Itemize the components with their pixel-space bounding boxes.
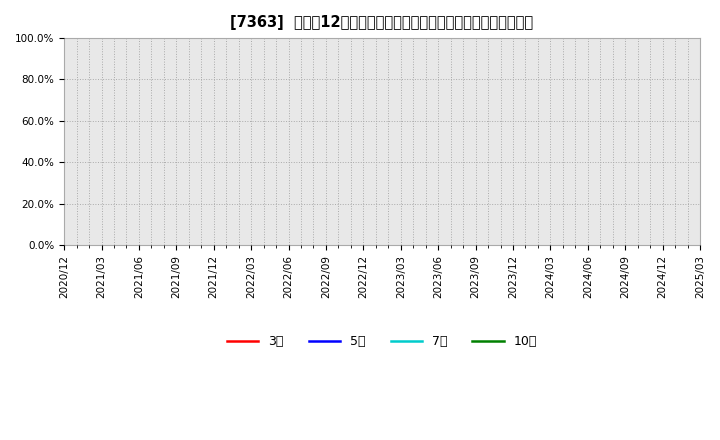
Legend: 3年, 5年, 7年, 10年: 3年, 5年, 7年, 10年 [222, 330, 542, 353]
Title: [7363]  売上高12か月移動合計の対前年同期増減率の平均値の推移: [7363] 売上高12か月移動合計の対前年同期増減率の平均値の推移 [230, 15, 534, 30]
